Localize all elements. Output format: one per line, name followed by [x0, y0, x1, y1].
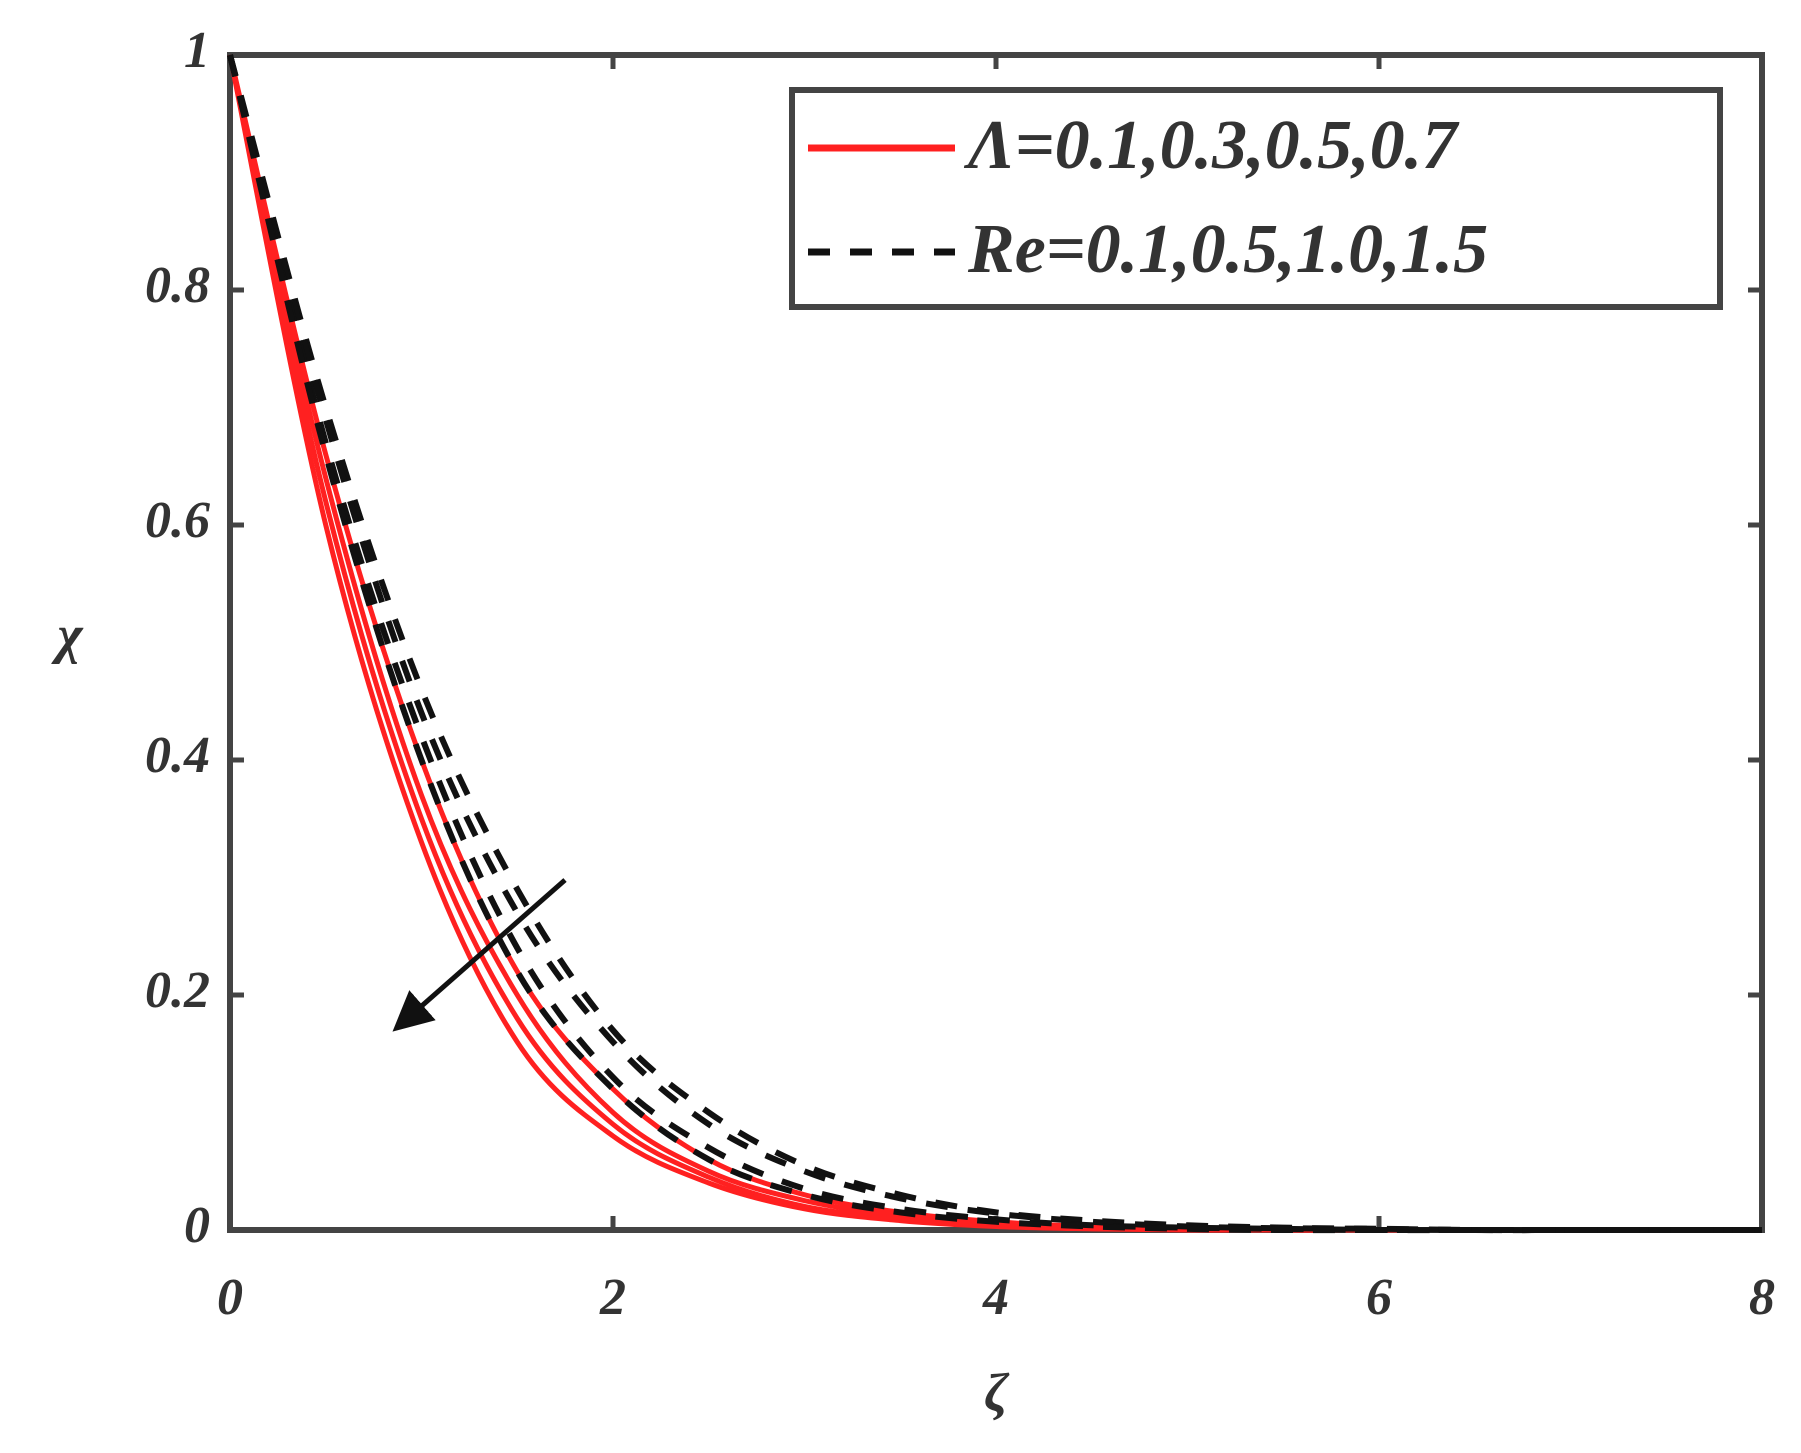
line-series [227, 54, 1762, 1234]
plot-area [227, 52, 1765, 1234]
y-tick-label: 0 [184, 1197, 210, 1254]
legend: Λ=0.1,0.3,0.5,0.7 Re=0.1,0.5,1.0,1.5 [789, 87, 1723, 310]
legend-label: Re=0.1,0.5,1.0,1.5 [967, 211, 1488, 288]
legend-box [789, 87, 1723, 310]
x-tick-label: 6 [1366, 1269, 1392, 1326]
x-tick-label: 4 [982, 1269, 1009, 1326]
x-tick-label: 0 [217, 1269, 243, 1326]
x-tick-label: 8 [1749, 1269, 1775, 1326]
y-tick-label: 0.6 [145, 492, 210, 549]
line-series [227, 54, 1762, 1234]
y-tick-label: 0.8 [145, 257, 210, 314]
line-series [227, 54, 1762, 1234]
x-tick-label: 2 [599, 1269, 626, 1326]
y-tick-label: 0.4 [145, 727, 210, 784]
trend-arrow [392, 878, 567, 1032]
x-axis-label: ζ [984, 1362, 1010, 1422]
y-tick-label: 1 [184, 22, 210, 79]
line-series [227, 54, 1762, 1234]
legend-label: Λ=0.1,0.3,0.5,0.7 [963, 107, 1460, 184]
y-tick-label: 0.2 [145, 962, 210, 1019]
y-axis-label: χ [50, 604, 83, 664]
